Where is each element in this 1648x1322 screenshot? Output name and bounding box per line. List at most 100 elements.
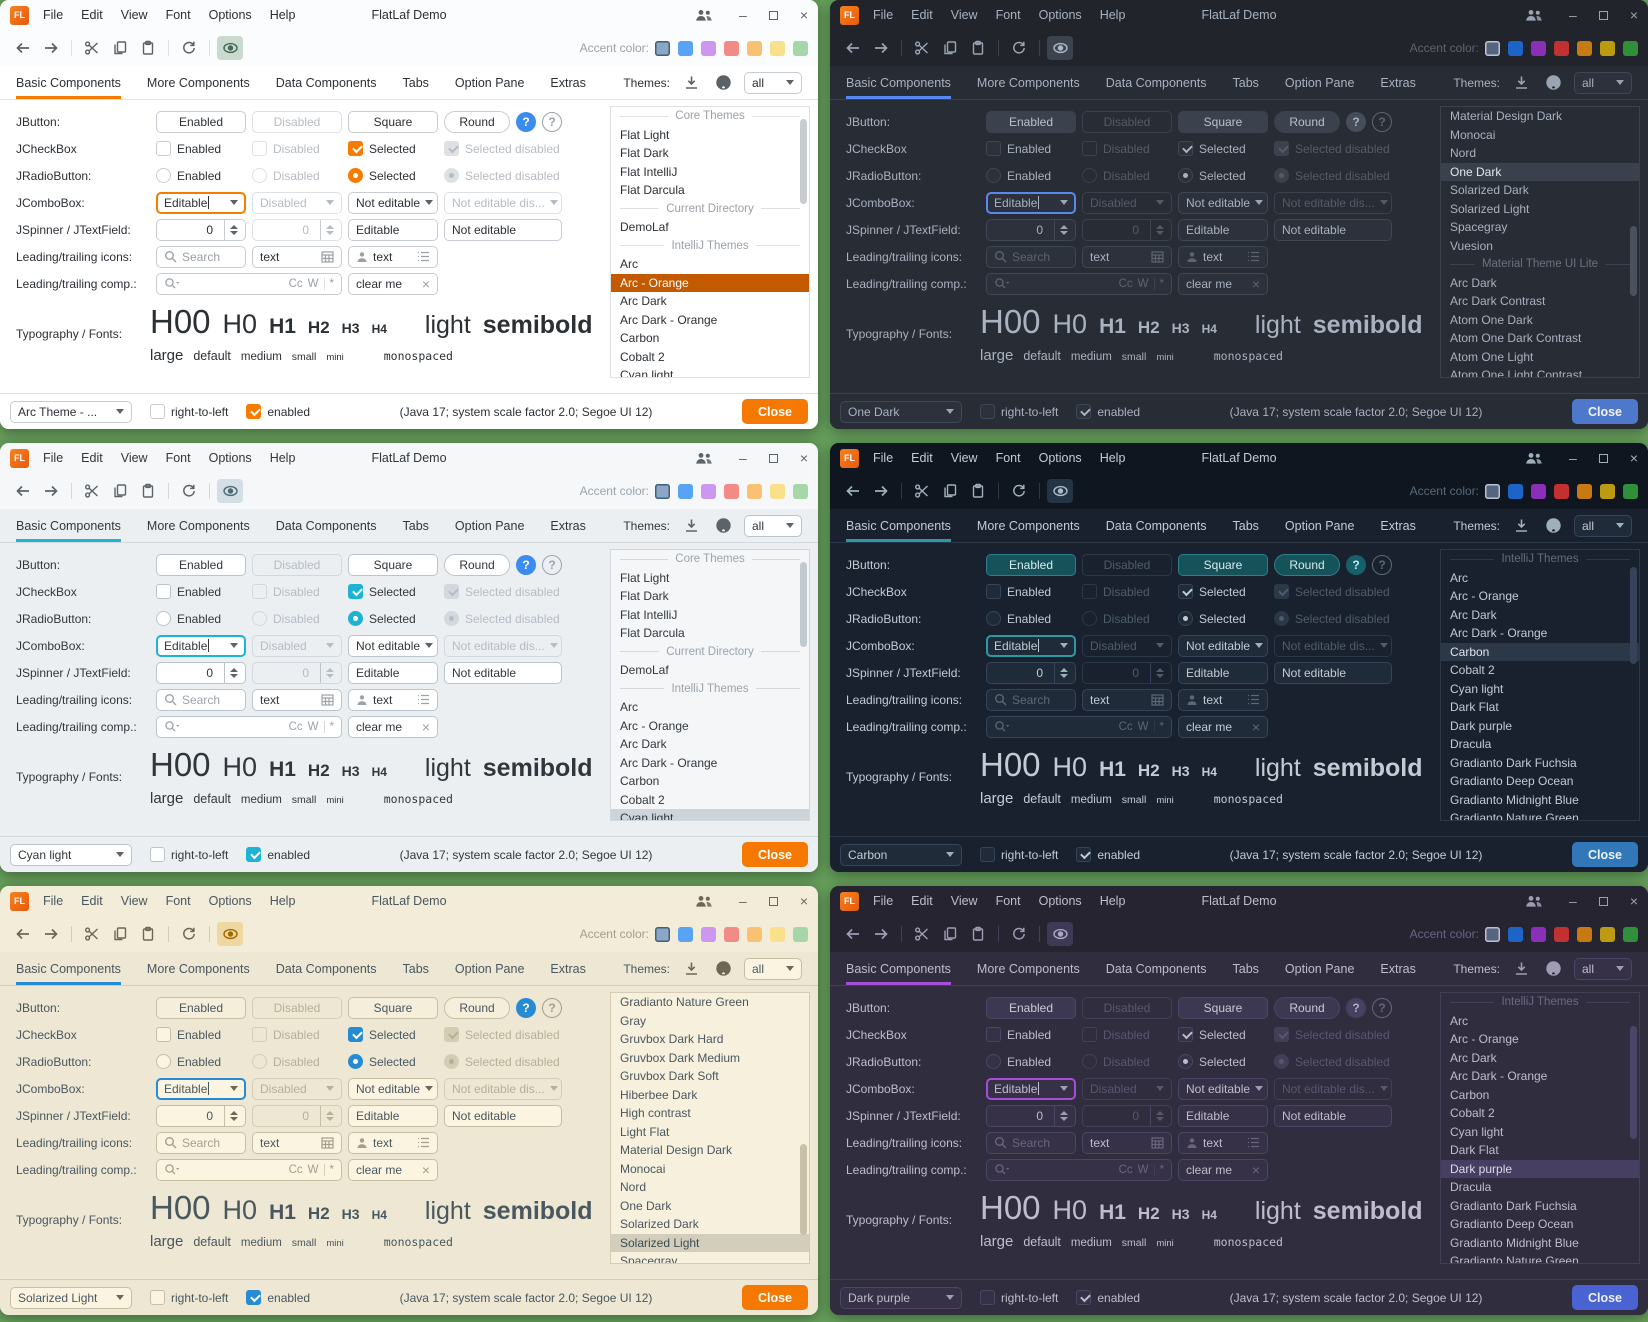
theme-list-item[interactable]: Flat Darcula bbox=[620, 626, 685, 641]
accent-swatch[interactable] bbox=[701, 483, 716, 499]
inspect-toggle-button[interactable] bbox=[1047, 479, 1073, 503]
editable-textfield[interactable]: Editable bbox=[1178, 661, 1268, 684]
accent-swatch[interactable] bbox=[793, 40, 808, 56]
theme-list-item[interactable]: Cobalt 2 bbox=[620, 349, 665, 364]
theme-list-item[interactable]: Cobalt 2 bbox=[1450, 1106, 1495, 1121]
round-button[interactable]: Round bbox=[444, 996, 510, 1019]
theme-list-item[interactable]: Arc Dark - Orange bbox=[1450, 626, 1548, 641]
theme-list-item[interactable]: Gruvbox Dark Hard bbox=[620, 1032, 724, 1047]
themes-list-scrollbar[interactable] bbox=[1629, 108, 1638, 376]
calendar-icon[interactable] bbox=[321, 250, 334, 263]
checkbox-selected[interactable]: Selected bbox=[1178, 584, 1268, 599]
users-icon[interactable] bbox=[1521, 3, 1547, 27]
theme-list-item[interactable]: Gray bbox=[620, 1013, 647, 1028]
spinner-arrows[interactable] bbox=[1054, 1105, 1068, 1126]
clear-icon[interactable]: × bbox=[421, 718, 430, 735]
square-button[interactable]: Square bbox=[1178, 110, 1268, 133]
match-case-button[interactable]: Cc bbox=[1118, 1163, 1133, 1176]
copy-button[interactable] bbox=[937, 479, 963, 503]
menu-item-font[interactable]: Font bbox=[165, 451, 191, 465]
user-input[interactable]: text bbox=[348, 1131, 438, 1154]
scrollbar-thumb[interactable] bbox=[1630, 225, 1637, 296]
accent-swatch[interactable] bbox=[1508, 926, 1523, 942]
menu-item-help[interactable]: Help bbox=[269, 894, 296, 908]
theme-list-item[interactable]: DemoLaf bbox=[620, 663, 669, 678]
spinner-arrows[interactable] bbox=[1054, 662, 1068, 683]
accent-swatch[interactable] bbox=[1623, 483, 1638, 499]
theme-list-item[interactable]: Flat Dark bbox=[620, 146, 669, 161]
search-dropdown-icon[interactable] bbox=[994, 720, 1010, 733]
refresh-button[interactable] bbox=[176, 922, 202, 946]
checkbox-enabled[interactable]: Enabled bbox=[156, 584, 246, 599]
checkbox-selected[interactable]: Selected bbox=[1178, 1027, 1268, 1042]
square-button[interactable]: Square bbox=[1178, 996, 1268, 1019]
theme-list-item[interactable]: Gradianto Deep Ocean bbox=[1450, 1217, 1574, 1232]
theme-list-item[interactable]: Arc Dark bbox=[1450, 1050, 1497, 1065]
accent-swatch[interactable] bbox=[747, 40, 762, 56]
whole-word-button[interactable]: W bbox=[307, 1163, 319, 1176]
scrollbar-thumb[interactable] bbox=[1630, 567, 1637, 664]
menu-item-options[interactable]: Options bbox=[208, 894, 252, 908]
enabled-checkbox[interactable]: enabled bbox=[1076, 1290, 1140, 1305]
help-outline-button[interactable]: ? bbox=[542, 111, 562, 132]
theme-list-item[interactable]: Monocai bbox=[620, 1161, 666, 1176]
square-button[interactable]: Square bbox=[348, 996, 438, 1019]
menu-item-help[interactable]: Help bbox=[1099, 451, 1126, 465]
theme-filter-select[interactable]: all bbox=[744, 71, 802, 94]
clear-icon[interactable]: × bbox=[1251, 275, 1260, 292]
enabled-checkbox[interactable]: enabled bbox=[246, 404, 310, 419]
github-button[interactable] bbox=[1542, 515, 1564, 537]
inspect-toggle-button[interactable] bbox=[217, 36, 243, 60]
date-input[interactable]: text bbox=[1082, 688, 1172, 711]
theme-list-item[interactable]: Solarized Light bbox=[1450, 201, 1530, 216]
theme-list-item[interactable]: Arc - Orange bbox=[611, 273, 809, 292]
tab-basic-components[interactable]: Basic Components bbox=[16, 952, 121, 985]
rtl-checkbox[interactable]: right-to-left bbox=[150, 847, 228, 862]
close-window-button[interactable]: × bbox=[799, 7, 808, 23]
tab-more-components[interactable]: More Components bbox=[146, 518, 250, 533]
accent-swatch[interactable] bbox=[678, 40, 693, 56]
theme-list-item[interactable]: Vuesion bbox=[1450, 238, 1493, 253]
theme-list-item[interactable]: Nord bbox=[620, 1180, 647, 1195]
download-button[interactable] bbox=[1510, 515, 1532, 537]
theme-list-item[interactable]: Arc Dark bbox=[620, 294, 667, 309]
theme-list-item[interactable]: Flat Darcula bbox=[620, 183, 685, 198]
regex-button[interactable]: * bbox=[1159, 720, 1164, 733]
search-options-input[interactable]: Cc W * bbox=[986, 272, 1172, 295]
radio-selected[interactable]: Selected bbox=[348, 168, 438, 183]
themes-list-scrollbar[interactable] bbox=[1629, 994, 1638, 1262]
whole-word-button[interactable]: W bbox=[1137, 1163, 1149, 1176]
paste-button[interactable] bbox=[965, 479, 991, 503]
theme-list-item[interactable]: Arc - Orange bbox=[1450, 589, 1519, 604]
accent-swatch[interactable] bbox=[1577, 40, 1592, 56]
github-button[interactable] bbox=[712, 958, 734, 980]
accent-swatch[interactable] bbox=[1623, 40, 1638, 56]
clear-input[interactable]: clear me × bbox=[348, 1158, 438, 1181]
checkbox-enabled[interactable]: Enabled bbox=[156, 141, 246, 156]
editable-combobox[interactable]: Editable bbox=[986, 634, 1076, 657]
menu-item-file[interactable]: File bbox=[873, 8, 894, 22]
search-input[interactable]: Search bbox=[986, 1131, 1076, 1154]
menu-item-file[interactable]: File bbox=[873, 451, 894, 465]
accent-swatch[interactable] bbox=[1485, 483, 1500, 499]
help-button[interactable]: ? bbox=[516, 111, 536, 132]
theme-selector-combobox[interactable]: Arc Theme - ... bbox=[10, 400, 132, 423]
tab-more-components[interactable]: More Components bbox=[976, 518, 1080, 533]
theme-list-item[interactable]: High contrast bbox=[620, 1106, 691, 1121]
enabled-button[interactable]: Enabled bbox=[986, 110, 1076, 133]
menu-item-view[interactable]: View bbox=[950, 8, 978, 22]
accent-swatch[interactable] bbox=[1485, 926, 1500, 942]
theme-list-item[interactable]: Arc Dark Contrast bbox=[1450, 294, 1546, 309]
menu-item-font[interactable]: Font bbox=[995, 894, 1021, 908]
search-options-input[interactable]: Cc W * bbox=[986, 1158, 1172, 1181]
spinner[interactable]: 0 bbox=[986, 218, 1076, 241]
theme-list-item[interactable]: Arc Dark bbox=[1450, 275, 1497, 290]
accent-swatch[interactable] bbox=[770, 40, 785, 56]
accent-swatch[interactable] bbox=[1485, 40, 1500, 56]
search-dropdown-icon[interactable] bbox=[994, 277, 1010, 290]
user-input[interactable]: text bbox=[1178, 245, 1268, 268]
enabled-button[interactable]: Enabled bbox=[156, 996, 246, 1019]
accent-swatch[interactable] bbox=[793, 926, 808, 942]
regex-button[interactable]: * bbox=[1159, 277, 1164, 290]
square-button[interactable]: Square bbox=[348, 110, 438, 133]
